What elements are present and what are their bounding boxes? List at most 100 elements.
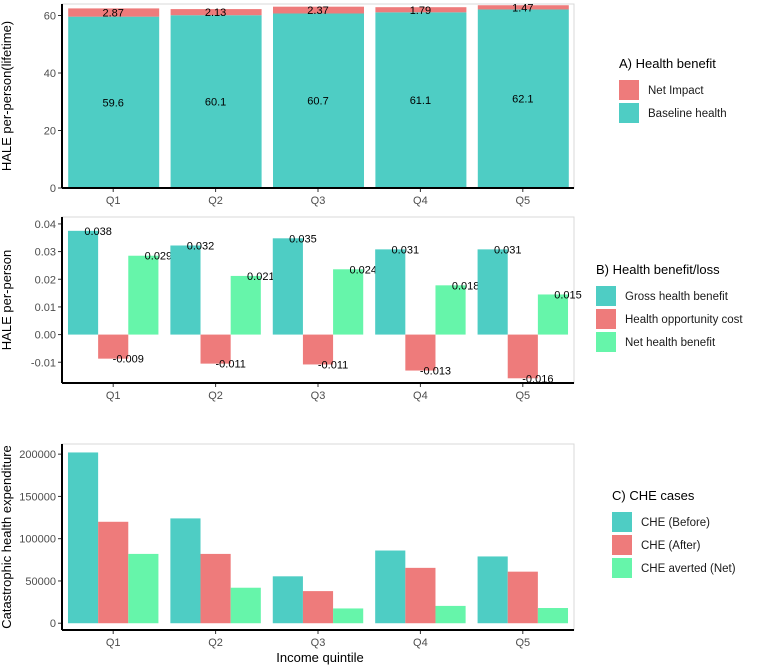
data-label: 60.7 (307, 96, 328, 108)
legend-swatch (596, 286, 616, 306)
bar-che-after- (405, 567, 436, 624)
x-tick-label: Q1 (106, 637, 121, 649)
y-tick-label: 40 (44, 68, 56, 80)
bar-gross-health-benefit (272, 238, 303, 335)
bar-che-averted-net- (230, 587, 261, 624)
y-tick-label: 0.00 (35, 330, 56, 342)
data-label: -0.011 (215, 359, 245, 371)
y-tick-label: 50000 (25, 576, 56, 588)
x-tick-label: Q5 (515, 195, 530, 207)
bar-che-averted-net- (537, 608, 569, 624)
legend-swatch (596, 309, 616, 329)
y-tick-label: 0.02 (35, 274, 56, 286)
x-tick-label: Q1 (106, 390, 121, 402)
bar-baseline-health (68, 16, 160, 189)
bar-che-after- (507, 571, 538, 624)
x-tick-label: Q4 (413, 195, 428, 207)
bar-health-opportunity-cost (302, 334, 334, 365)
bar-net-health-benefit (435, 285, 466, 335)
y-tick-label: -0.01 (31, 357, 56, 369)
data-label: 60.1 (205, 97, 226, 109)
legend-label: CHE averted (Net) (641, 563, 736, 575)
panel-health-benefit-loss: -0.01 0.00 0.01 0.02 0.03 0.04 Q1 0.038 -0.009 0.… (0, 216, 743, 402)
y-axis-title: HALE per-person(lifetime) (0, 21, 14, 171)
x-tick-label: Q4 (413, 637, 428, 649)
panel-che-cases: 0 50000 100000 150000 200000 Q1 Q2 Q3 Q4 Q5 Catast… (0, 443, 736, 649)
legend-swatch (619, 103, 639, 123)
data-label: 0.018 (452, 280, 480, 292)
y-tick-label: 0 (50, 183, 56, 195)
x-tick-label: Q3 (311, 195, 326, 207)
data-label: 1.47 (512, 2, 533, 14)
panel-health-benefit: 0 20 40 60 Q1 59.6 2.87 Q2 60.1 2.13 Q3 60.7 2.37 Q4 6… (0, 2, 727, 207)
data-label: 2.37 (307, 5, 328, 17)
legend-label: Net Impact (648, 85, 704, 97)
legend-swatch (612, 558, 632, 578)
legend-label: Baseline health (648, 108, 727, 120)
x-tick-label: Q4 (413, 390, 428, 402)
y-tick-label: 0.01 (35, 302, 56, 314)
x-tick-label: Q2 (208, 195, 223, 207)
bar-net-health-benefit (537, 294, 569, 335)
data-label: 61.1 (410, 95, 431, 107)
bar-che-after- (98, 521, 129, 624)
bar-che-before- (272, 576, 303, 624)
bar-che-averted-net- (435, 605, 466, 624)
y-axis-title: HALE per-person (0, 250, 14, 350)
bar-health-opportunity-cost (98, 334, 129, 359)
bar-net-health-benefit (230, 275, 261, 335)
bar-gross-health-benefit (477, 249, 508, 335)
bar-net-impact (375, 7, 467, 13)
legend-swatch (619, 80, 639, 100)
bar-gross-health-benefit (375, 249, 406, 335)
bar-che-averted-net- (333, 608, 364, 624)
bar-health-opportunity-cost (507, 334, 538, 379)
bar-che-before- (477, 556, 508, 624)
bar-net-impact (170, 9, 262, 16)
data-label: -0.013 (420, 366, 451, 378)
x-tick-label: Q5 (515, 637, 530, 649)
data-label: 0.035 (289, 233, 317, 245)
bar-net-impact (68, 8, 160, 17)
legend-title: A) Health benefit (619, 56, 716, 71)
bar-health-opportunity-cost (405, 334, 436, 371)
bar-net-impact (477, 5, 569, 10)
x-tick-label: Q1 (106, 195, 121, 207)
y-axis-title: Catastrophic health expenditure (0, 445, 14, 629)
x-tick-label: Q2 (208, 390, 223, 402)
bar-che-after- (200, 553, 231, 624)
data-label: 1.79 (410, 5, 431, 17)
bar-baseline-health (477, 9, 569, 189)
bar-baseline-health (170, 15, 262, 189)
data-label: 0.021 (247, 271, 275, 283)
data-label: 0.038 (84, 226, 112, 238)
legend-title: C) CHE cases (612, 488, 695, 503)
bar-gross-health-benefit (67, 230, 99, 335)
y-tick-label: 100000 (19, 534, 56, 546)
bar-che-before- (67, 452, 99, 624)
y-tick-label: 0.04 (35, 219, 56, 231)
bar-net-health-benefit (128, 255, 159, 335)
y-tick-label: 200000 (19, 449, 56, 461)
x-tick-label: Q3 (311, 390, 326, 402)
legend-label: Gross health benefit (625, 291, 729, 303)
x-tick-label: Q2 (208, 637, 223, 649)
data-label: 59.6 (102, 97, 123, 109)
legend-label: CHE (Before) (641, 517, 710, 529)
data-label: -0.009 (113, 354, 144, 366)
y-tick-label: 0.03 (35, 247, 56, 259)
data-label: 0.031 (494, 244, 522, 256)
legend-label: CHE (After) (641, 540, 701, 552)
legend-swatch (596, 332, 616, 352)
data-label: 0.024 (349, 264, 377, 276)
bar-che-after- (302, 591, 334, 624)
data-label: 62.1 (512, 94, 533, 106)
bar-net-impact (273, 6, 364, 14)
data-label: 0.029 (145, 251, 173, 263)
legend-label: Health opportunity cost (625, 314, 743, 326)
legend-title: B) Health benefit/loss (596, 262, 720, 277)
bar-gross-health-benefit (170, 245, 201, 335)
x-tick-label: Q3 (311, 637, 326, 649)
legend-swatch (612, 512, 632, 532)
